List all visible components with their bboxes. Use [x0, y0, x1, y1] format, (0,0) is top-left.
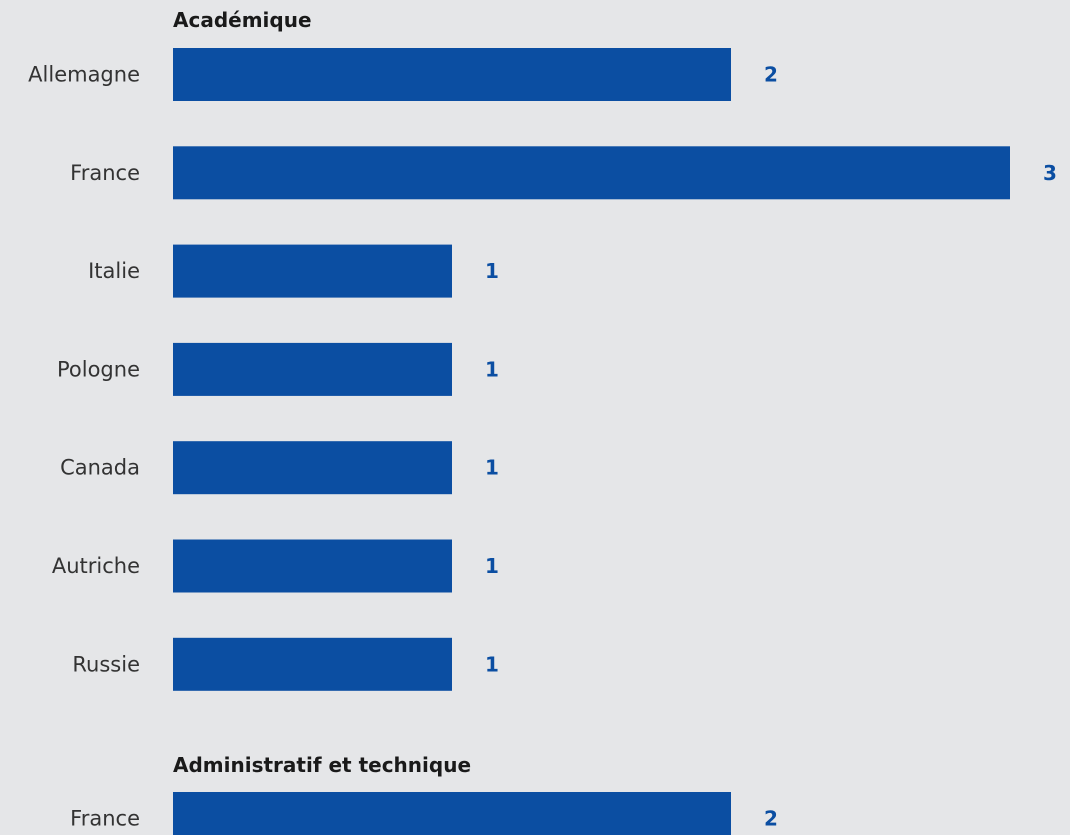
- group-academique: Académique Allemagne 2 France 3 Italie 1 Polog…: [28, 8, 1057, 691]
- value-label-russie: 1: [485, 652, 499, 676]
- category-label-russie: Russie: [72, 652, 140, 676]
- bar-russie: [173, 637, 452, 691]
- category-label-canada: Canada: [60, 456, 140, 480]
- category-label-autriche: Autriche: [52, 554, 140, 578]
- category-label-france: France: [70, 807, 140, 831]
- value-label-france: 2: [764, 807, 778, 831]
- value-label-france: 3: [1043, 161, 1057, 185]
- category-label-pologne: Pologne: [57, 357, 140, 381]
- bar-italie: [173, 244, 452, 298]
- group-title-academique: Académique: [173, 8, 312, 32]
- group-administratif: Administratif et technique France 2: [70, 753, 778, 835]
- bar-france: [173, 146, 1010, 200]
- value-label-canada: 1: [485, 456, 499, 480]
- value-label-allemagne: 2: [764, 63, 778, 87]
- group-title-administratif: Administratif et technique: [173, 753, 471, 777]
- bar-france: [173, 792, 731, 835]
- category-label-italie: Italie: [88, 259, 140, 283]
- value-label-italie: 1: [485, 259, 499, 283]
- bar-autriche: [173, 539, 452, 593]
- bar-canada: [173, 441, 452, 495]
- category-label-allemagne: Allemagne: [28, 63, 140, 87]
- value-label-pologne: 1: [485, 357, 499, 381]
- bar-pologne: [173, 342, 452, 396]
- group-bars-academique: Allemagne 2 France 3 Italie 1 Pologne 1 Canada 1 A…: [28, 48, 1057, 691]
- value-label-autriche: 1: [485, 554, 499, 578]
- group-bars-administratif: France 2: [70, 792, 778, 835]
- category-label-france: France: [70, 161, 140, 185]
- bar-allemagne: [173, 48, 731, 101]
